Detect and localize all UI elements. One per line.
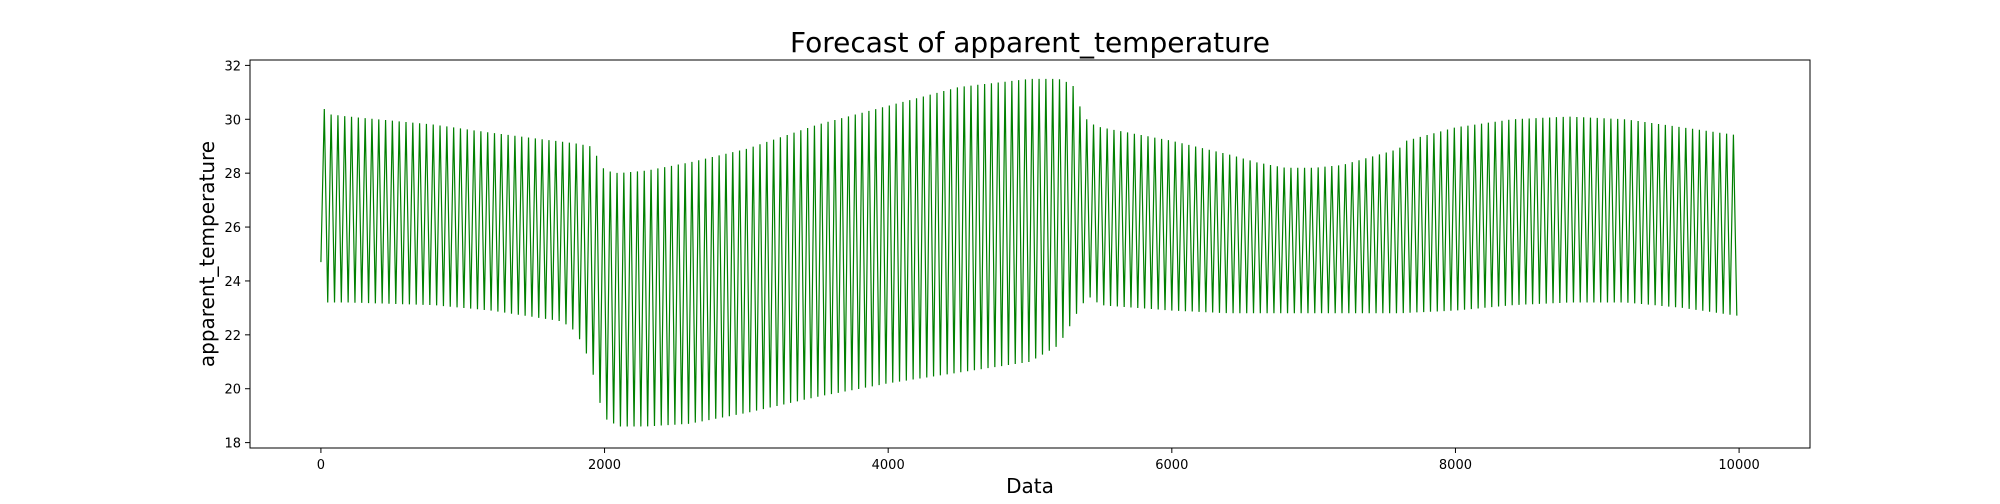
x-tick-label: 0 (317, 458, 325, 473)
series-line-apparent-temperature (320, 78, 1738, 427)
x-axis-label: Data (1006, 474, 1054, 498)
y-tick-label: 24 (224, 275, 241, 290)
x-tick-label: 10000 (1718, 458, 1759, 473)
chart-title: Forecast of apparent_temperature (790, 26, 1270, 59)
x-tick-label: 6000 (1155, 458, 1188, 473)
x-tick-label: 8000 (1439, 458, 1472, 473)
x-tick-label: 4000 (872, 458, 905, 473)
tick-layer: 0 2000 4000 6000 8000 10000 18 20 22 24 26 28 30 32 (224, 59, 1759, 473)
y-axis-label: apparent_temperature (195, 141, 219, 367)
plot-frame (249, 59, 1811, 449)
y-tick-label: 32 (224, 59, 241, 74)
y-tick-label: 26 (224, 221, 241, 236)
y-tick-label: 22 (224, 329, 241, 344)
x-tick-label: 2000 (588, 458, 621, 473)
plot-layer (320, 78, 1738, 427)
y-tick-label: 20 (224, 383, 241, 398)
y-tick-label: 30 (224, 113, 241, 128)
y-tick-label: 18 (224, 437, 241, 452)
y-tick-label: 28 (224, 167, 241, 182)
